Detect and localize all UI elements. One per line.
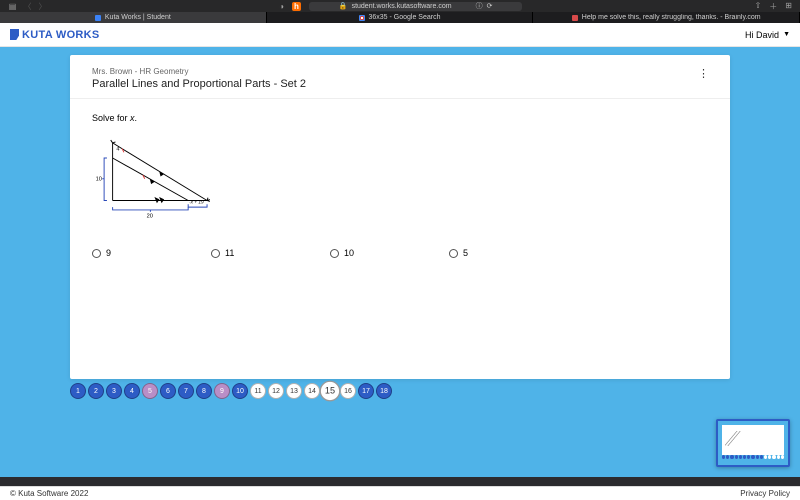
choice-label: 11	[225, 248, 234, 258]
stage: Mrs. Brown - HR Geometry Parallel Lines …	[0, 47, 800, 477]
forward-icon[interactable]: 〉	[38, 2, 47, 11]
pager-item-7[interactable]: 7	[178, 383, 194, 399]
url-bar[interactable]: 🔒 student.works.kutasoftware.com ⓘ ⟳	[309, 2, 523, 11]
label-4: 4	[116, 146, 119, 152]
course-label: Mrs. Brown - HR Geometry	[92, 67, 306, 76]
card-header: Mrs. Brown - HR Geometry Parallel Lines …	[70, 55, 730, 99]
label-20: 20	[147, 214, 153, 220]
reload-icon[interactable]: ⟳	[487, 2, 493, 10]
app-header: KUTA WORKS Hi David ▼	[0, 23, 800, 47]
choice-label: 5	[463, 248, 468, 258]
pager-item-15[interactable]: 15	[320, 381, 341, 402]
favicon-icon	[572, 15, 578, 21]
label-10: 10	[96, 177, 102, 183]
new-tab-icon[interactable]: ＋	[769, 1, 777, 12]
pager-item-9[interactable]: 9	[214, 383, 230, 399]
tab-label: 36x35 - Google Search	[369, 14, 441, 21]
question-pager: 123456789101112131415161718	[70, 383, 392, 399]
choice-a[interactable]: 9	[92, 248, 211, 258]
assignment-title: Parallel Lines and Proportional Parts - …	[92, 78, 306, 90]
lock-icon: 🔒	[339, 2, 348, 10]
copyright: © Kuta Software 2022	[10, 489, 88, 498]
choice-label: 9	[106, 248, 111, 258]
tabs-icon[interactable]: ⊞	[785, 1, 792, 12]
card-body: Solve for x.	[70, 99, 730, 272]
radio-icon	[92, 249, 101, 258]
preview-thumbnail[interactable]	[716, 419, 790, 467]
pager-item-3[interactable]: 3	[106, 383, 122, 399]
user-menu[interactable]: Hi David ▼	[745, 30, 790, 40]
pager-item-18[interactable]: 18	[376, 383, 392, 399]
app-footer: © Kuta Software 2022 Privacy Policy	[0, 486, 800, 500]
chevron-down-icon: ▼	[783, 31, 790, 38]
radio-icon	[449, 249, 458, 258]
pager-item-17[interactable]: 17	[358, 383, 374, 399]
tab-brainly[interactable]: Help me solve this, really struggling, t…	[533, 12, 800, 23]
pager-item-5[interactable]: 5	[142, 383, 158, 399]
choice-c[interactable]: 10	[330, 248, 449, 258]
favicon-icon	[359, 15, 365, 21]
more-menu-icon[interactable]: ⋮	[698, 67, 708, 80]
choice-label: 10	[344, 248, 354, 258]
url-text: student.works.kutasoftware.com	[352, 3, 452, 10]
tab-label: Help me solve this, really struggling, t…	[582, 14, 761, 21]
pager-item-14[interactable]: 14	[304, 383, 320, 399]
pager-item-2[interactable]: 2	[88, 383, 104, 399]
pager-item-8[interactable]: 8	[196, 383, 212, 399]
browser-tabs: Kuta Works | Student 36x35 - Google Sear…	[0, 12, 800, 23]
tab-label: Kuta Works | Student	[105, 14, 171, 21]
radio-icon	[211, 249, 220, 258]
reader-icon[interactable]: ⓘ	[476, 1, 483, 11]
logo-icon	[10, 29, 19, 40]
browser-toolbar: ▤ 〈 〉 ◑ h 🔒 student.works.kutasoftware.c…	[0, 0, 800, 12]
label-expr: -x + 19	[189, 199, 204, 205]
geometry-figure: 4 10 20 -x + 19	[92, 141, 222, 226]
share-icon[interactable]: ⇧	[755, 1, 762, 12]
pager-item-6[interactable]: 6	[160, 383, 176, 399]
radio-icon	[330, 249, 339, 258]
pager-item-4[interactable]: 4	[124, 383, 140, 399]
pager-item-13[interactable]: 13	[286, 383, 302, 399]
logo-text: KUTA WORKS	[22, 29, 100, 41]
privacy-link[interactable]: Privacy Policy	[740, 489, 790, 498]
pager-item-1[interactable]: 1	[70, 383, 86, 399]
problem-prompt: Solve for x.	[92, 113, 708, 123]
sidebar-toggle-icon[interactable]: ▤	[8, 2, 17, 11]
choice-d[interactable]: 5	[449, 248, 568, 258]
pager-item-11[interactable]: 11	[250, 383, 266, 399]
choice-b[interactable]: 11	[211, 248, 330, 258]
user-label: Hi David	[745, 30, 779, 40]
honey-icon[interactable]: h	[292, 2, 301, 11]
problem-card: Mrs. Brown - HR Geometry Parallel Lines …	[70, 55, 730, 379]
tab-kuta[interactable]: Kuta Works | Student	[0, 12, 267, 23]
logo[interactable]: KUTA WORKS	[10, 29, 100, 41]
answer-choices: 9 11 10 5	[92, 248, 708, 258]
pager-item-10[interactable]: 10	[232, 383, 248, 399]
favicon-icon	[95, 15, 101, 21]
pager-item-16[interactable]: 16	[340, 383, 356, 399]
tab-google[interactable]: 36x35 - Google Search	[267, 12, 534, 23]
shield-icon[interactable]: ◑	[279, 2, 284, 11]
back-icon[interactable]: 〈	[23, 2, 32, 11]
pager-item-12[interactable]: 12	[268, 383, 284, 399]
